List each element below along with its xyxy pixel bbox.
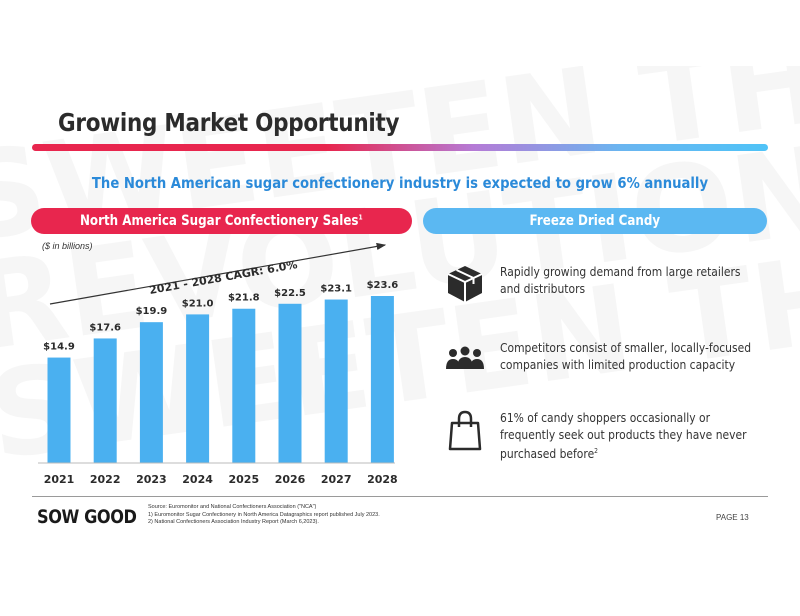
- footer-divider: [32, 496, 768, 497]
- page-title: Growing Market Opportunity: [58, 108, 400, 137]
- bar-2022: [93, 338, 117, 463]
- page-subtitle: The North American sugar confectionery i…: [91, 174, 709, 192]
- x-tick-2024: 2024: [182, 473, 213, 486]
- package-box-icon: [447, 266, 483, 302]
- x-tick-2023: 2023: [136, 473, 167, 486]
- slide: SWEETEN THE REVOLUTION SWEETEN THE Growi…: [0, 66, 800, 548]
- x-tick-2026: 2026: [275, 473, 306, 486]
- data-label-2027: $23.1: [320, 284, 352, 295]
- shopping-bag-icon: [448, 410, 482, 451]
- data-label-2026: $22.5: [274, 288, 306, 299]
- sources-block: Source: Euromonitor and National Confect…: [148, 504, 380, 527]
- bar-2028: [370, 296, 394, 463]
- company-logo: SOW GOOD: [37, 506, 137, 528]
- data-label-2022: $17.6: [89, 322, 121, 333]
- data-label-2025: $21.8: [228, 293, 260, 304]
- benefit-footnote-2: 2: [594, 447, 599, 455]
- bar-2025: [232, 308, 256, 463]
- chart-heading-text: North America Sugar Confectionery Sales: [80, 213, 359, 229]
- people-group-icon: [446, 346, 484, 369]
- benefit-text-demand: Rapidly growing demand from large retail…: [500, 264, 741, 296]
- freeze-dried-heading-text: Freeze Dried Candy: [529, 213, 661, 229]
- cagr-arrow: [49, 242, 387, 305]
- chart-heading-footnote: 1: [358, 213, 363, 222]
- benefit-text-shoppers: 61% of candy shoppers occasionally or fr…: [500, 410, 747, 462]
- title-gradient-bar: [32, 144, 768, 151]
- x-tick-2021: 2021: [44, 473, 75, 486]
- sources-title: Source: Euromonitor and National Confect…: [148, 504, 317, 510]
- bar-2021: [47, 357, 71, 463]
- bar-2023: [139, 322, 163, 463]
- data-label-2023: $19.9: [136, 306, 168, 317]
- bar-2024: [186, 314, 210, 463]
- data-label-2024: $21.0: [182, 298, 214, 309]
- x-tick-2028: 2028: [367, 473, 398, 486]
- chart-heading-pill: North America Sugar Confectionery Sales1: [31, 208, 412, 234]
- benefit-text-competitors: Competitors consist of smaller, locally-…: [500, 340, 752, 372]
- x-tick-2027: 2027: [321, 473, 352, 486]
- source-1: 1) Euromonitor Sugar Confectionery in No…: [148, 511, 380, 518]
- x-tick-2022: 2022: [90, 473, 121, 486]
- source-2: 2) National Confectioners Association In…: [148, 519, 319, 525]
- data-label-2028: $23.6: [367, 280, 399, 291]
- page-number: PAGE 13: [716, 513, 749, 522]
- x-tick-2025: 2025: [228, 473, 259, 486]
- chart-units-label: ($ in billions): [42, 241, 93, 251]
- bar-2027: [324, 299, 348, 463]
- bar-2026: [278, 303, 302, 463]
- data-label-2021: $14.9: [43, 342, 75, 353]
- freeze-dried-heading-pill: Freeze Dried Candy: [423, 208, 767, 234]
- sales-bar-chart: 2021 - 2028 CAGR: 6.0% $14.92021$17.6202…: [38, 242, 399, 486]
